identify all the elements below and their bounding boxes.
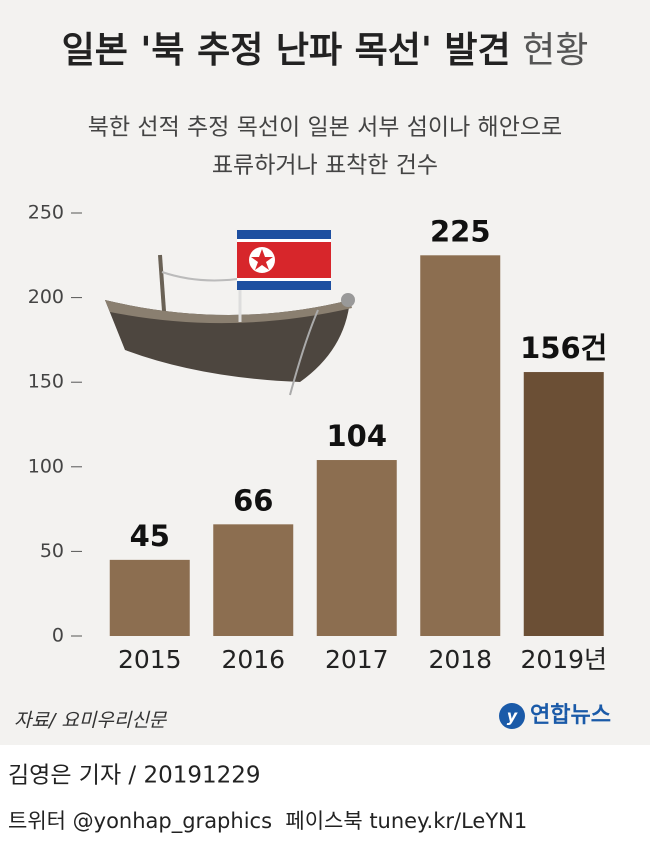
bar	[523, 372, 604, 636]
y-tick-label: 150	[28, 371, 64, 393]
value-label: 104	[326, 419, 387, 453]
x-tick-label: 2016	[221, 645, 285, 674]
x-tick-label: 2015	[118, 645, 182, 674]
y-tick-label: 100	[28, 455, 64, 477]
y-tick-label: 200	[28, 286, 64, 308]
boat-illustration	[105, 230, 355, 396]
bar	[420, 255, 501, 637]
svg-text:y: y	[507, 707, 518, 726]
title-suffix: 현황	[522, 30, 588, 71]
value-label: 156건	[520, 331, 607, 365]
source: 자료/ 요미우리신문	[14, 710, 168, 732]
bar	[109, 559, 190, 636]
chart-title: 일본 '북 추정 난파 목선' 발견 현황	[62, 30, 589, 71]
y-tick-label: 50	[40, 540, 64, 562]
x-tick-label: 2017	[325, 645, 389, 674]
title-main: 일본 '북 추정 난파 목선' 발견	[62, 30, 511, 71]
subtitle: 북한 선적 추정 목선이 일본 서부 섬이나 해안으로	[88, 115, 562, 141]
logo: y 연합뉴스	[499, 702, 611, 729]
logo-text: 연합뉴스	[530, 702, 611, 728]
subtitle: 표류하거나 표착한 건수	[212, 153, 438, 179]
value-label: 225	[430, 214, 491, 248]
value-label: 66	[233, 483, 273, 517]
y-tick-label: 250	[28, 202, 64, 224]
byline: 김영은 기자 / 20191229	[8, 763, 261, 789]
value-label: 45	[130, 519, 170, 553]
y-tick-label: 0	[52, 625, 64, 647]
x-tick-label: 2018	[428, 645, 492, 674]
bar	[213, 524, 294, 636]
bar	[316, 460, 397, 636]
x-tick-label: 2019년	[520, 645, 607, 674]
social: 트위터 @yonhap_graphics 페이스북 tuney.kr/LeYN1	[8, 809, 527, 834]
